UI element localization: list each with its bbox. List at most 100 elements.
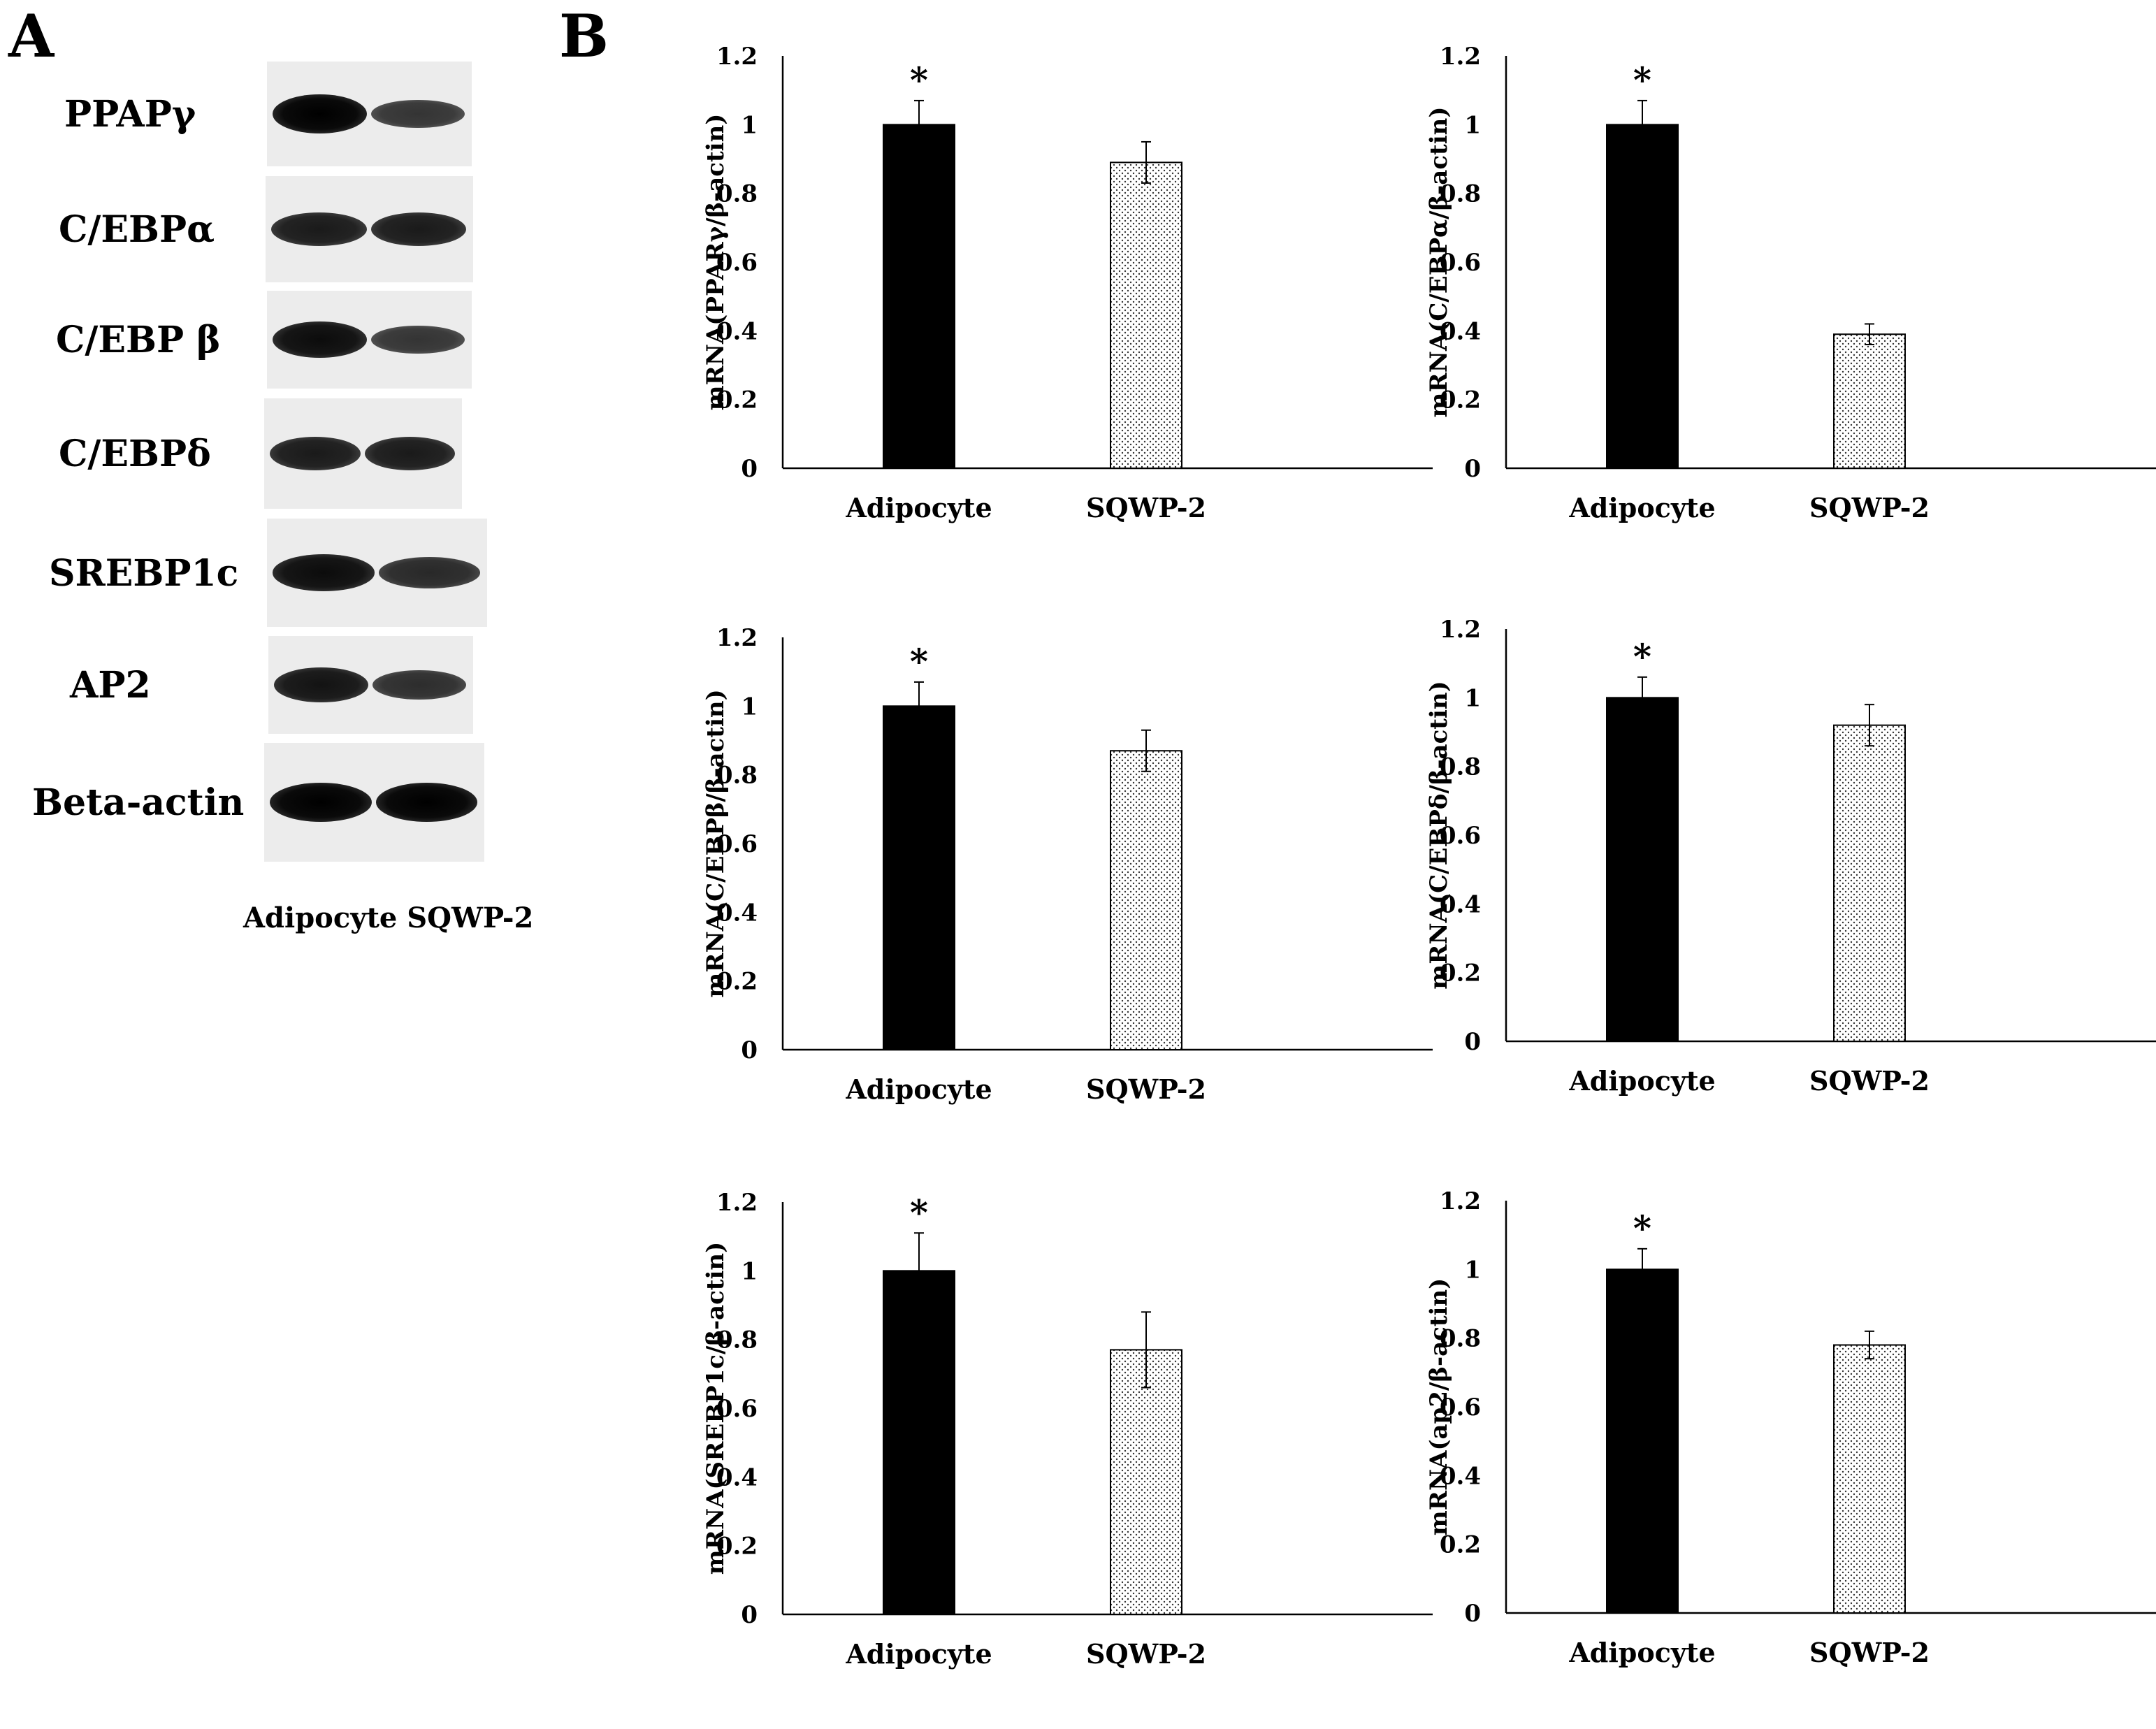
y-tick-label: 0.2 xyxy=(1440,960,1481,988)
panel-label-b: B xyxy=(559,1,609,71)
y-tick-label: 0.2 xyxy=(1440,386,1481,414)
blot-label-2: C/EBP β xyxy=(56,319,221,361)
significance-marker: * xyxy=(1633,59,1651,101)
error-bar xyxy=(1637,99,1647,150)
bar-adipocyte xyxy=(1606,1268,1679,1614)
category-label: Adipocyte xyxy=(845,1638,992,1670)
blot-band-adipocyte xyxy=(271,212,367,247)
y-tick-label: 0 xyxy=(741,1601,758,1629)
error-bar xyxy=(914,681,924,731)
bar-adipocyte xyxy=(883,1270,955,1615)
y-tick-label: 0.6 xyxy=(1440,822,1481,850)
y-tick-label: 0.6 xyxy=(716,1395,758,1423)
blot-label-3: C/EBPδ xyxy=(59,433,211,475)
chart-ap2: 0 0.2 0.4 0.6 0.8 1 1.2 mRNA(ap2/β-actin) * Adipo… xyxy=(1352,1166,2156,1725)
bar-sqwp2 xyxy=(1833,724,1906,1043)
y-tick-label: 0.2 xyxy=(716,386,758,414)
y-tick-label: 0 xyxy=(741,455,758,483)
category-label: SQWP-2 xyxy=(1086,492,1206,523)
y-tick-label: 1.2 xyxy=(716,1189,758,1217)
y-axis-title: mRNA(PPARγ/β-actin) xyxy=(702,114,730,411)
category-label: SQWP-2 xyxy=(1809,492,1930,523)
error-bar xyxy=(914,1232,924,1310)
category-label: Adipocyte xyxy=(1568,1065,1715,1097)
category-label: SQWP-2 xyxy=(1086,1073,1206,1105)
error-bar xyxy=(1865,704,1874,747)
y-tick-label: 1.2 xyxy=(1440,1187,1481,1215)
blot-band-adipocyte xyxy=(270,783,372,822)
chart-svg: 0 0.2 0.4 0.6 0.8 1 1.2 mRNA(ap2/β-actin) * Adipo… xyxy=(1425,1187,2156,1668)
significance-marker: * xyxy=(910,1192,928,1233)
bar-sqwp2 xyxy=(1833,1344,1906,1614)
blot-band-adipocyte xyxy=(270,436,361,471)
category-label: Adipocyte xyxy=(1568,1637,1715,1668)
y-axis-title: mRNA(ap2/β-actin) xyxy=(1425,1278,1453,1536)
y-tick-label: 1.2 xyxy=(1440,43,1481,71)
y-tick-label: 0.6 xyxy=(716,249,758,277)
error-bar xyxy=(914,99,924,150)
y-tick-label: 0.2 xyxy=(716,968,758,996)
y-tick-label: 1.2 xyxy=(1440,616,1481,644)
error-bar xyxy=(1637,1247,1647,1291)
category-label: SQWP-2 xyxy=(1809,1637,1930,1668)
category-label: SQWP-2 xyxy=(1809,1065,1930,1097)
chart-svg: 0 0.2 0.4 0.6 0.8 1 1.2 mRNA(SREBP1c/β-actin) * A… xyxy=(702,1189,1433,1670)
category-label: Adipocyte xyxy=(1568,492,1715,523)
y-tick-label: 0.6 xyxy=(1440,1394,1481,1421)
significance-marker: * xyxy=(910,641,928,682)
blot-band-sqwp2 xyxy=(370,99,465,129)
y-tick-label: 0.4 xyxy=(1440,317,1481,345)
error-bar xyxy=(1141,1311,1151,1389)
y-tick-label: 0.8 xyxy=(716,1326,758,1354)
y-tick-label: 1.2 xyxy=(716,624,758,652)
y-tick-label: 1.2 xyxy=(716,43,758,71)
y-tick-label: 1 xyxy=(741,111,758,139)
y-tick-label: 1 xyxy=(741,1257,758,1285)
y-tick-label: 1 xyxy=(741,693,758,721)
blot-band-sqwp2 xyxy=(378,557,480,588)
blot-label-6: Beta-actin xyxy=(32,781,245,824)
panel-label-a: A xyxy=(8,1,55,71)
blot-band-sqwp2 xyxy=(370,325,465,354)
y-tick-label: 0.4 xyxy=(716,317,758,345)
blot-band-sqwp2 xyxy=(364,436,455,471)
y-axis-title: mRNA(C/EBPα/β-actin) xyxy=(1425,107,1453,418)
y-tick-label: 0.2 xyxy=(1440,1531,1481,1559)
blot-label-1: C/EBPα xyxy=(59,208,215,251)
y-tick-label: 0.2 xyxy=(716,1533,758,1561)
bar-sqwp2 xyxy=(1110,161,1182,470)
blot-band-sqwp2 xyxy=(372,670,466,700)
y-axis-title: mRNA(SREBP1c/β-actin) xyxy=(702,1242,730,1575)
blot-band-adipocyte xyxy=(273,321,367,359)
error-bar xyxy=(1865,323,1874,345)
bar-adipocyte xyxy=(1606,697,1679,1042)
y-tick-label: 1 xyxy=(1464,684,1481,712)
category-label: SQWP-2 xyxy=(1086,1638,1206,1670)
y-tick-label: 0 xyxy=(1464,1600,1481,1628)
y-tick-label: 0 xyxy=(1464,1028,1481,1056)
chart-pparg: 0 0.2 0.4 0.6 0.8 1 1.2 mRNA(PPARγ/β-actin) * Adi… xyxy=(629,21,1433,580)
blot-band-adipocyte xyxy=(273,554,375,591)
chart-svg: 0 0.2 0.4 0.6 0.8 1 1.2 mRNA(PPARγ/β-actin) * Adi… xyxy=(702,43,1433,523)
blot-label-0: PPAPγ xyxy=(64,93,196,136)
y-tick-label: 0.6 xyxy=(1440,249,1481,277)
error-bar xyxy=(1141,140,1151,184)
error-bar xyxy=(1637,676,1647,719)
chart-srebp1c: 0 0.2 0.4 0.6 0.8 1 1.2 mRNA(SREBP1c/β-actin) * A… xyxy=(629,1167,1433,1726)
y-tick-label: 1 xyxy=(1464,1256,1481,1284)
y-tick-label: 1 xyxy=(1464,111,1481,139)
category-label: Adipocyte xyxy=(845,492,992,523)
chart-svg: 0 0.2 0.4 0.6 0.8 1 1.2 mRNA(C/EBPβ/β-actin) * Ad… xyxy=(702,624,1433,1105)
blot-band-sqwp2 xyxy=(375,783,477,822)
y-tick-label: 0.8 xyxy=(1440,753,1481,781)
y-tick-label: 0.4 xyxy=(716,899,758,927)
y-tick-label: 0.8 xyxy=(1440,1325,1481,1353)
chart-svg: 0 0.2 0.4 0.6 0.8 1 1.2 mRNA(C/EBPα/β-actin) * Ad… xyxy=(1425,43,2156,523)
error-bar xyxy=(1865,1330,1874,1360)
bar-adipocyte xyxy=(883,705,955,1050)
blot-band-adipocyte xyxy=(273,94,367,133)
y-tick-label: 0.6 xyxy=(716,830,758,858)
y-tick-label: 0 xyxy=(1464,455,1481,483)
bar-sqwp2 xyxy=(1110,1349,1182,1615)
significance-marker: * xyxy=(1633,636,1651,677)
